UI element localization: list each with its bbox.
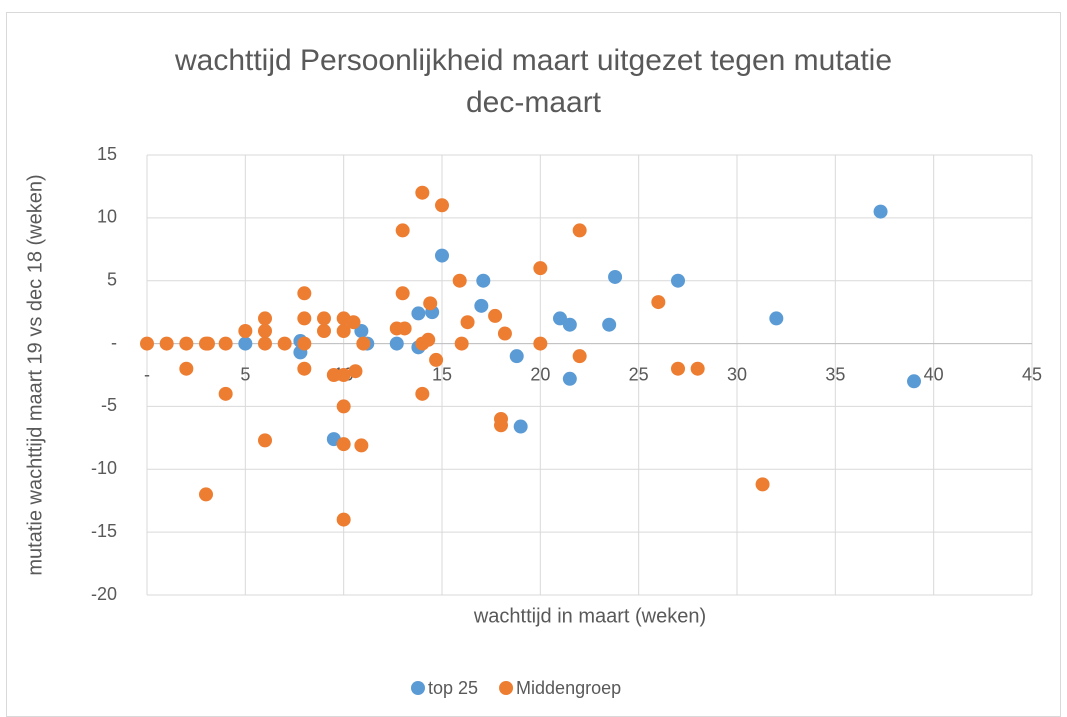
point xyxy=(140,336,154,351)
point xyxy=(651,295,666,310)
point xyxy=(218,386,233,401)
x-tick-label: 35 xyxy=(825,364,845,384)
point xyxy=(497,326,512,341)
point xyxy=(671,273,685,288)
y-tick-label: -5 xyxy=(101,395,117,415)
y-tick-label: - xyxy=(111,332,117,352)
x-tick-label: 30 xyxy=(727,364,747,384)
point xyxy=(297,336,312,351)
point xyxy=(354,438,369,453)
point xyxy=(494,418,508,433)
point xyxy=(755,477,770,492)
point xyxy=(460,315,475,330)
point xyxy=(199,487,213,502)
point xyxy=(200,336,215,351)
point xyxy=(389,336,404,351)
point xyxy=(258,336,272,351)
x-tick-label: 20 xyxy=(530,364,550,384)
point xyxy=(346,315,361,330)
legend-marker xyxy=(499,681,514,695)
point xyxy=(421,332,436,347)
chart-title: wachttijd Persoonlijkheid maart uitgezet… xyxy=(174,44,893,119)
y-tick-label: 5 xyxy=(107,269,117,289)
point xyxy=(476,273,491,288)
y-tick-label: -20 xyxy=(91,584,117,604)
point xyxy=(258,311,272,326)
point xyxy=(238,324,253,338)
point xyxy=(415,185,430,200)
x-tick-label: 40 xyxy=(924,364,944,384)
point xyxy=(179,336,194,351)
x-tick-label: - xyxy=(144,364,150,384)
point xyxy=(533,261,548,276)
point xyxy=(415,386,430,401)
point xyxy=(572,349,587,364)
point xyxy=(671,361,685,376)
x-axis-title: wachttijd in maart (weken) xyxy=(473,605,706,627)
point xyxy=(608,269,623,284)
point xyxy=(336,368,351,382)
point xyxy=(435,248,449,263)
point xyxy=(562,371,577,386)
x-tick-label: 5 xyxy=(240,364,250,384)
point xyxy=(454,336,469,351)
point xyxy=(572,223,587,238)
point xyxy=(907,374,921,389)
point xyxy=(397,321,412,336)
point xyxy=(336,437,351,452)
point xyxy=(488,308,503,323)
point xyxy=(356,336,371,351)
legend-marker xyxy=(411,681,425,695)
y-tick-label: -10 xyxy=(91,458,117,478)
x-tick-label: 15 xyxy=(432,364,452,384)
y-axis-title: mutatie wachttijd maart 19 vs dec 18 (we… xyxy=(24,174,46,575)
point xyxy=(513,419,528,434)
point xyxy=(159,336,174,351)
legend-label: Middengroep xyxy=(516,678,621,698)
point xyxy=(336,324,351,338)
point xyxy=(429,352,444,367)
point xyxy=(435,198,449,213)
point xyxy=(423,296,438,311)
point xyxy=(336,512,351,527)
point xyxy=(395,286,410,301)
legend-label: top 25 xyxy=(428,678,478,698)
point xyxy=(690,361,705,376)
point xyxy=(297,286,312,301)
point xyxy=(218,336,233,351)
point xyxy=(258,324,272,338)
point xyxy=(238,336,253,351)
y-tick-label: 15 xyxy=(97,144,117,164)
point xyxy=(509,349,524,364)
y-tick-label: -15 xyxy=(91,521,117,541)
point xyxy=(873,204,888,219)
point xyxy=(562,317,577,332)
point xyxy=(179,361,194,376)
y-tick-label: 10 xyxy=(97,207,117,227)
x-tick-label: 45 xyxy=(1022,364,1042,384)
point xyxy=(297,311,312,326)
point xyxy=(258,433,272,448)
x-tick-label: 25 xyxy=(629,364,649,384)
point xyxy=(452,273,467,288)
point xyxy=(533,336,548,351)
point xyxy=(336,399,351,414)
point xyxy=(474,298,489,313)
point xyxy=(277,336,292,351)
point xyxy=(395,223,410,238)
point xyxy=(769,311,784,326)
point xyxy=(297,361,312,376)
point xyxy=(326,368,341,382)
point xyxy=(348,364,363,379)
point xyxy=(317,311,331,326)
point xyxy=(602,317,617,332)
point xyxy=(411,306,426,321)
point xyxy=(317,324,331,338)
